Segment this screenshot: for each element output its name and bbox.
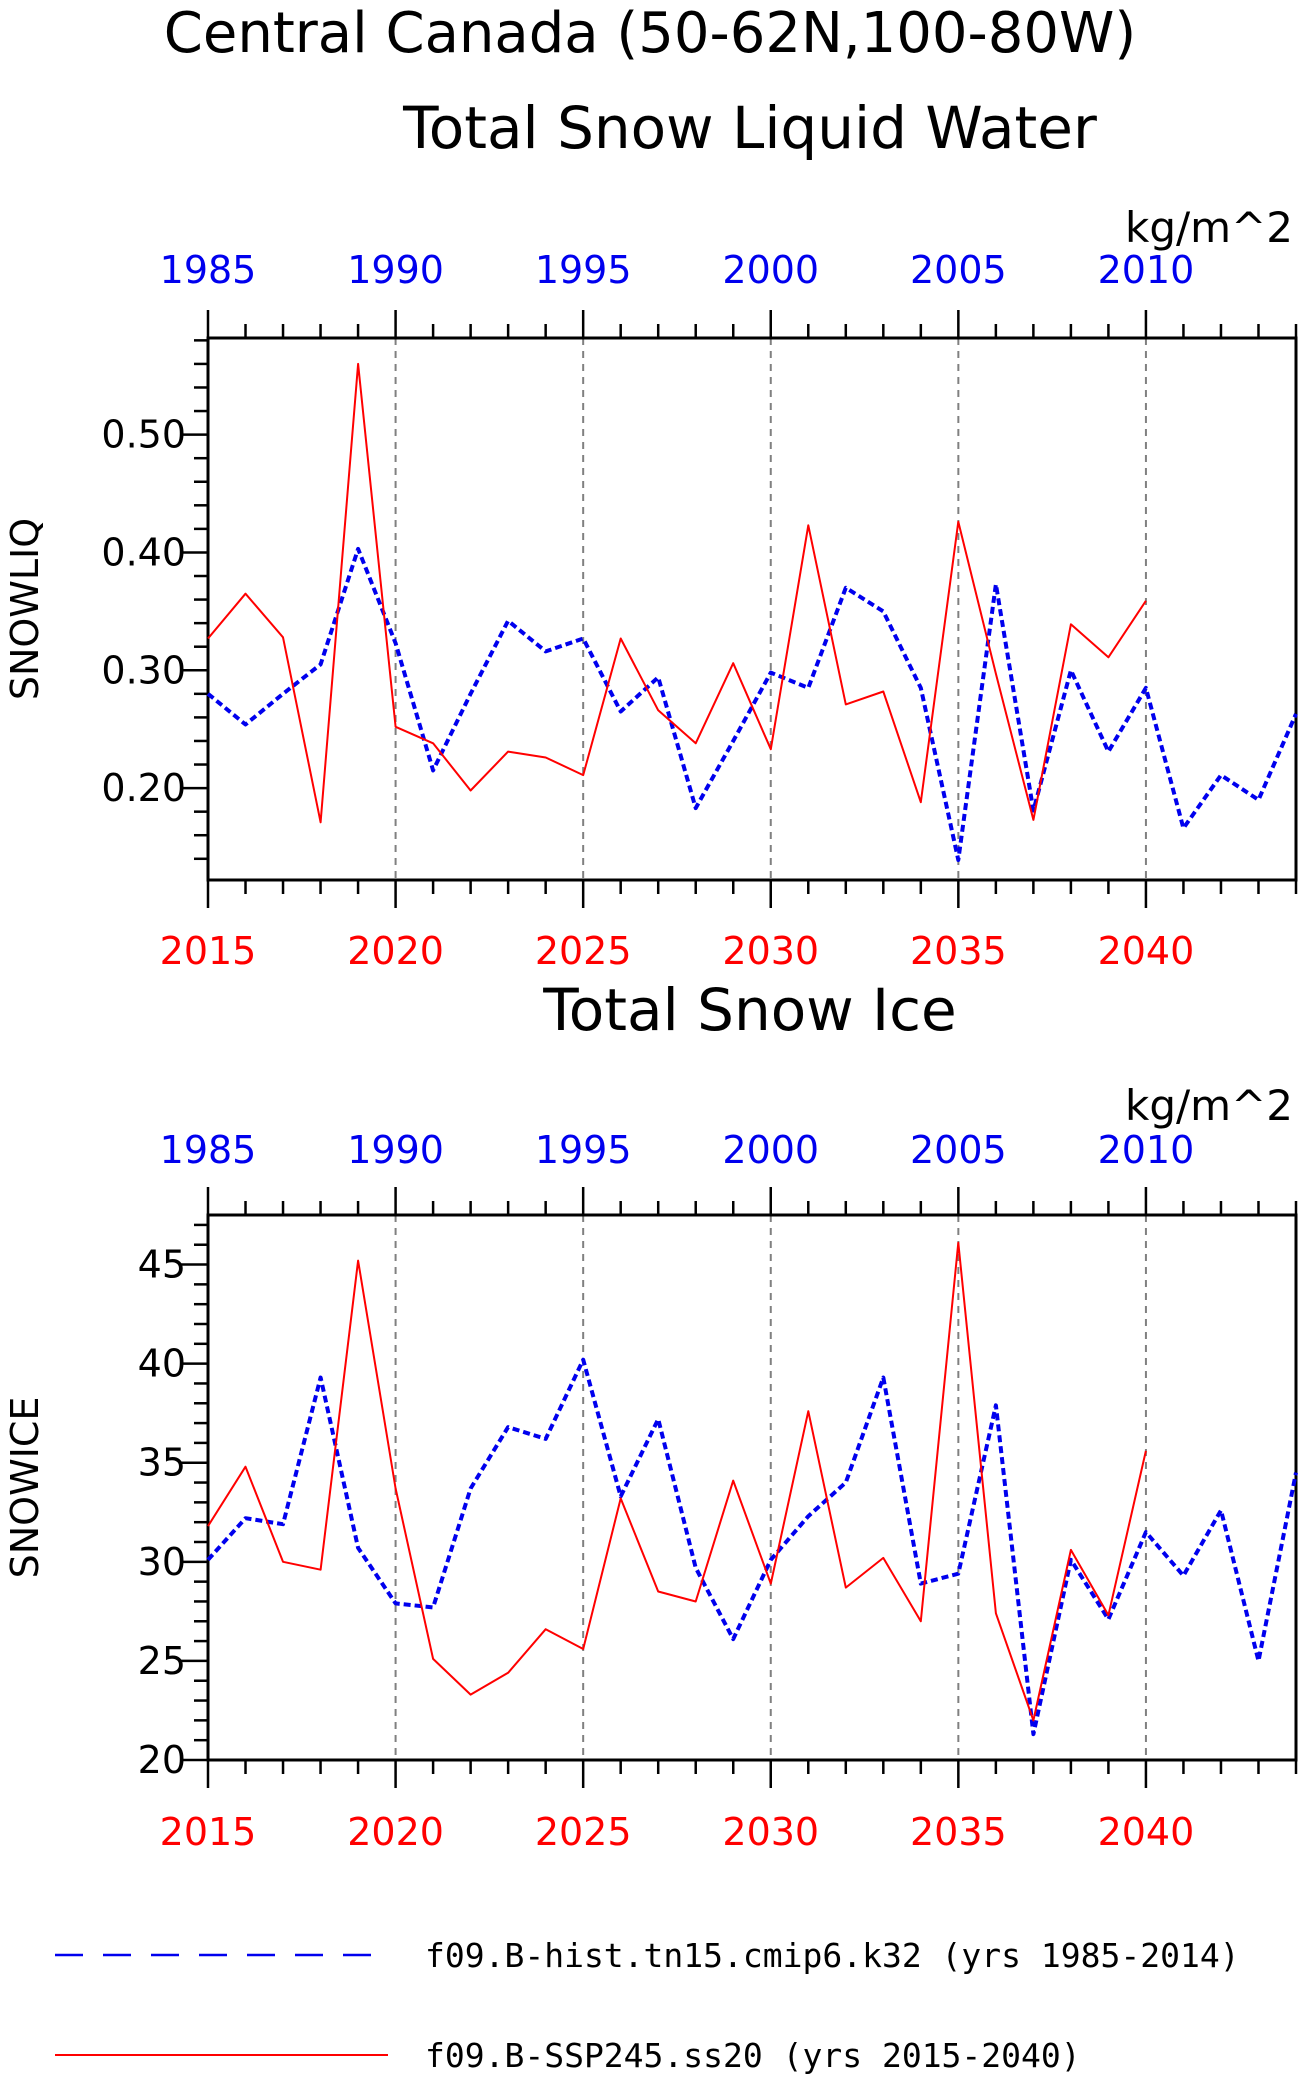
top-tick-label: 1985 [160, 248, 257, 292]
legend-ssp-label: f09.B-SSP245.ss20 (yrs 2015-2040) [425, 2036, 1081, 2074]
legend-hist-label: f09.B-hist.tn15.cmip6.k32 (yrs 1985-2014… [425, 1936, 1240, 1975]
main-title: Central Canada (50-62N,100-80W) [164, 1, 1136, 66]
ssp-series-line [207, 362, 1147, 824]
top-tick-label: 1995 [535, 248, 632, 292]
plot-frame [206, 336, 1298, 882]
y-tick-label: 30 [138, 1540, 186, 1584]
top-tick-label: 2005 [910, 1128, 1007, 1172]
y-tick-label: 0.20 [101, 766, 186, 810]
bottom-tick-label: 2025 [535, 929, 632, 973]
top-tick-label: 2005 [910, 248, 1007, 292]
bottom-tick-label: 2035 [910, 929, 1007, 973]
top-tick-label: 1990 [347, 248, 444, 292]
panel-2: Total Snow Icekg/m^2SNOWICE2025303540451… [3, 976, 1298, 1854]
y-tick-label: 45 [138, 1243, 186, 1287]
top-tick-label: 1995 [535, 1128, 632, 1172]
hist-series-line [206, 546, 1298, 862]
hist-series-line [206, 1357, 1298, 1737]
bottom-tick-label: 2015 [160, 1810, 257, 1854]
bottom-tick-label: 2035 [910, 1810, 1007, 1854]
bottom-tick-label: 2040 [1098, 929, 1195, 973]
bottom-tick-label: 2020 [347, 929, 444, 973]
y-axis-label: SNOWICE [3, 1397, 47, 1579]
y-tick-label: 20 [138, 1738, 186, 1782]
bottom-tick-label: 2025 [535, 1810, 632, 1854]
y-tick-label: 40 [138, 1342, 186, 1386]
ssp-series-line [207, 1241, 1147, 1722]
panel-title: Total Snow Liquid Water [402, 94, 1097, 162]
bottom-tick-label: 2015 [160, 929, 257, 973]
top-tick-label: 2000 [722, 248, 819, 292]
top-tick-label: 1985 [160, 1128, 257, 1172]
y-tick-label: 0.30 [101, 648, 186, 692]
y-tick-label: 0.40 [101, 530, 186, 574]
y-tick-label: 35 [138, 1441, 186, 1485]
bottom-tick-label: 2020 [347, 1810, 444, 1854]
bottom-tick-label: 2040 [1098, 1810, 1195, 1854]
y-tick-label: 0.50 [101, 413, 186, 457]
units-label: kg/m^2 [1125, 1081, 1293, 1130]
top-tick-label: 2010 [1098, 248, 1195, 292]
top-tick-label: 2000 [722, 1128, 819, 1172]
units-label: kg/m^2 [1125, 203, 1293, 252]
bottom-tick-label: 2030 [722, 929, 819, 973]
top-tick-label: 2010 [1098, 1128, 1195, 1172]
plot-frame [206, 1213, 1298, 1762]
y-tick-label: 25 [138, 1639, 186, 1683]
bottom-tick-label: 2030 [722, 1810, 819, 1854]
panel-title: Total Snow Ice [542, 976, 957, 1044]
panel-1: Total Snow Liquid Water kg/m^2 SNOWLIQ 0.20… [3, 94, 1298, 973]
y-axis-label: SNOWLIQ [3, 518, 47, 700]
top-tick-label: 1990 [347, 1128, 444, 1172]
